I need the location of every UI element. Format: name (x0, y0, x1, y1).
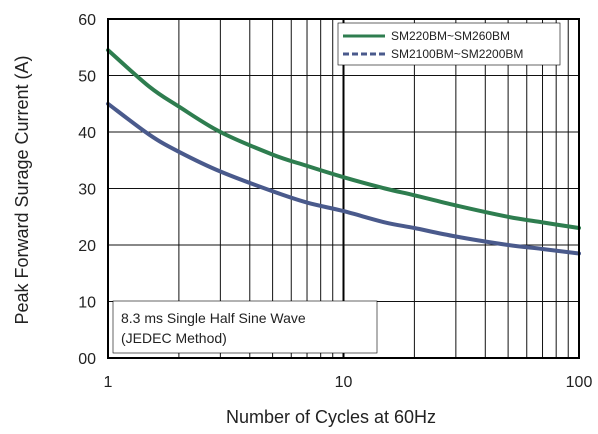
y-axis-title: Peak Forward Surage Current (A) (12, 55, 32, 324)
x-tick-label: 10 (335, 374, 353, 391)
legend: SM220BM~SM260BM SM2100BM~SM2200BM (337, 22, 561, 66)
y-tick-label: 20 (78, 238, 96, 255)
y-tick-label: 00 (78, 351, 96, 368)
series-lines (106, 48, 581, 256)
y-tick-labels: 00 10 20 30 40 50 60 (78, 12, 96, 368)
x-tick-labels: 1 10 100 (104, 374, 593, 391)
y-tick-label: 30 (78, 182, 96, 199)
y-tick-label: 40 (78, 125, 96, 142)
annotation: 8.3 ms Single Half Sine Wave (JEDEC Meth… (112, 300, 378, 354)
legend-label-0: SM220BM~SM260BM (391, 29, 510, 43)
annotation-box (112, 300, 378, 354)
x-axis-title: Number of Cycles at 60Hz (226, 407, 436, 427)
x-tick-label: 1 (104, 374, 113, 391)
series-line-1 (106, 101, 581, 256)
legend-label-1: SM2100BM~SM2200BM (391, 47, 523, 61)
y-tick-label: 60 (78, 12, 96, 29)
y-tick-label: 10 (78, 295, 96, 312)
x-tick-label: 100 (566, 374, 593, 391)
plot-border (107, 18, 580, 359)
annotation-line-2: (JEDEC Method) (121, 330, 227, 346)
legend-box (337, 22, 561, 66)
y-tick-label: 50 (78, 69, 96, 86)
annotation-line-1: 8.3 ms Single Half Sine Wave (121, 310, 306, 326)
series-line-0 (106, 48, 581, 230)
